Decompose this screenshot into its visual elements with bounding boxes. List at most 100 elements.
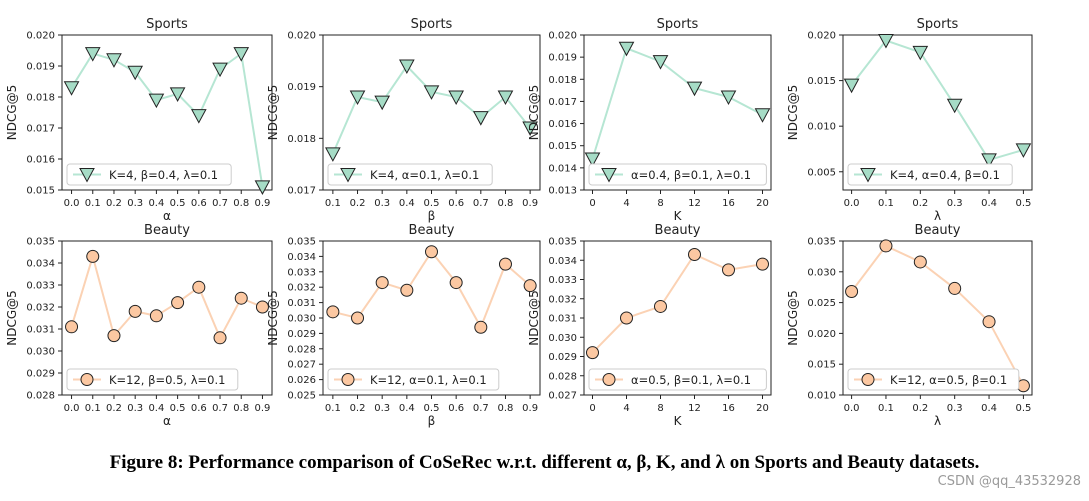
x-tick-label: 0.2 bbox=[350, 403, 366, 414]
x-tick-label: 0.3 bbox=[374, 403, 390, 414]
y-tick-label: 0.035 bbox=[287, 237, 316, 248]
legend-marker bbox=[601, 168, 617, 183]
x-tick-label: 0.6 bbox=[191, 198, 207, 209]
x-tick-label: 0.4 bbox=[148, 403, 164, 414]
y-tick-label: 0.019 bbox=[26, 62, 55, 73]
y-tick-label: 0.005 bbox=[807, 167, 836, 178]
x-tick-label: 0.9 bbox=[522, 403, 538, 414]
series-line bbox=[591, 46, 763, 160]
legend-label: K=4, α=0.4, β=0.1 bbox=[890, 168, 1000, 182]
y-tick-label: 0.018 bbox=[548, 75, 577, 86]
data-point bbox=[946, 98, 963, 114]
y-tick-label: 0.029 bbox=[26, 369, 55, 380]
data-point bbox=[449, 276, 463, 290]
y-tick-label: 0.016 bbox=[548, 119, 577, 130]
data-point bbox=[106, 53, 122, 68]
y-tick-label: 0.025 bbox=[287, 391, 316, 402]
y-axis-label: NDCG@5 bbox=[527, 290, 541, 346]
data-point bbox=[584, 152, 601, 168]
x-tick-label: 0.5 bbox=[170, 403, 186, 414]
data-point bbox=[192, 280, 206, 294]
data-point bbox=[423, 85, 440, 100]
legend-marker bbox=[602, 373, 616, 386]
data-point bbox=[127, 65, 144, 81]
y-tick-label: 0.032 bbox=[287, 283, 316, 294]
data-point bbox=[982, 315, 996, 329]
axes-frame bbox=[61, 34, 273, 191]
x-tick-label: 0.6 bbox=[448, 403, 464, 414]
series-line bbox=[591, 253, 763, 354]
series-line bbox=[850, 244, 1025, 387]
data-point bbox=[325, 147, 341, 162]
legend-marker bbox=[861, 373, 875, 386]
x-tick-label: 12 bbox=[688, 198, 701, 209]
data-point bbox=[190, 109, 207, 124]
series-line bbox=[850, 39, 1024, 162]
x-axis-label: β bbox=[428, 414, 436, 428]
y-axis-label: NDCG@5 bbox=[527, 85, 541, 141]
data-point bbox=[375, 276, 389, 290]
legend-box bbox=[847, 163, 1013, 186]
x-tick-label: 0.9 bbox=[255, 403, 271, 414]
x-tick-label: 0.4 bbox=[399, 403, 415, 414]
subplot-1: Sports α NDCG@5 0.0 0.1 0.2 0.3 0.4 0.5 0.6 0.7 0.8… bbox=[5, 17, 273, 223]
y-tick-label: 0.033 bbox=[548, 275, 577, 286]
y-axis-label: NDCG@5 bbox=[786, 85, 800, 141]
y-tick-label: 0.010 bbox=[807, 391, 836, 402]
x-tick-label: 0.3 bbox=[374, 198, 390, 209]
y-tick-label: 0.018 bbox=[26, 93, 55, 104]
data-point bbox=[400, 283, 414, 297]
data-point bbox=[523, 279, 537, 293]
data-point bbox=[498, 257, 512, 271]
y-tick-label: 0.015 bbox=[26, 186, 55, 197]
series-line bbox=[70, 51, 264, 188]
x-tick-label: 0.2 bbox=[912, 198, 928, 209]
legend-box bbox=[847, 368, 1020, 391]
chart-title: Beauty bbox=[144, 223, 190, 238]
legend-box bbox=[327, 163, 493, 186]
y-tick-label: 0.019 bbox=[287, 82, 316, 93]
subplot-6: Beauty β NDCG@5 0.1 0.2 0.3 0.4 0.5 0.6 0.7 0.8 0.9… bbox=[266, 223, 541, 428]
data-point bbox=[720, 90, 737, 106]
y-tick-label: 0.027 bbox=[548, 391, 577, 402]
y-tick-label: 0.017 bbox=[548, 97, 577, 108]
y-tick-label: 0.015 bbox=[807, 360, 836, 371]
y-tick-label: 0.031 bbox=[548, 314, 577, 325]
x-tick-label: 0.0 bbox=[844, 198, 860, 209]
x-tick-label: 0.1 bbox=[85, 198, 101, 209]
data-point bbox=[912, 45, 929, 61]
data-point bbox=[913, 255, 927, 269]
x-tick-label: 4 bbox=[623, 403, 629, 414]
x-axis-label: K bbox=[674, 209, 683, 223]
data-point bbox=[254, 180, 271, 195]
data-point bbox=[754, 108, 771, 123]
y-tick-label: 0.015 bbox=[807, 76, 836, 87]
legend-box bbox=[327, 368, 500, 391]
y-axis-label: NDCG@5 bbox=[266, 85, 280, 141]
x-tick-label: 0.0 bbox=[64, 403, 80, 414]
x-tick-label: 0.3 bbox=[127, 198, 143, 209]
x-tick-label: 0.3 bbox=[127, 403, 143, 414]
legend-box bbox=[588, 163, 767, 186]
subplot-4: Sports λ NDCG@5 0.0 0.1 0.2 0.3 0.4 0.5 0.005 0.01… bbox=[786, 17, 1033, 223]
data-point bbox=[374, 95, 391, 111]
y-tick-label: 0.020 bbox=[287, 31, 316, 42]
y-tick-label: 0.034 bbox=[26, 259, 55, 270]
x-tick-label: 0.2 bbox=[106, 403, 122, 414]
chart-title: Beauty bbox=[409, 223, 455, 238]
x-tick-label: 16 bbox=[722, 198, 735, 209]
x-tick-label: 0.2 bbox=[106, 198, 122, 209]
y-tick-label: 0.020 bbox=[548, 31, 577, 42]
subplot-5: Beauty α NDCG@5 0.0 0.1 0.2 0.3 0.4 0.5 0.6 0.7 0.8… bbox=[5, 223, 273, 428]
x-tick-label: 0.2 bbox=[912, 403, 928, 414]
legend-box bbox=[66, 368, 239, 391]
data-point bbox=[86, 249, 100, 263]
x-tick-label: 0.7 bbox=[212, 198, 228, 209]
x-tick-label: 0.8 bbox=[233, 403, 249, 414]
axes-frame bbox=[842, 240, 1033, 396]
legend-label: α=0.4, β=0.1, λ=0.1 bbox=[631, 168, 751, 182]
data-point bbox=[169, 87, 186, 102]
y-tick-label: 0.013 bbox=[548, 186, 577, 197]
x-tick-label: 0.8 bbox=[498, 198, 514, 209]
